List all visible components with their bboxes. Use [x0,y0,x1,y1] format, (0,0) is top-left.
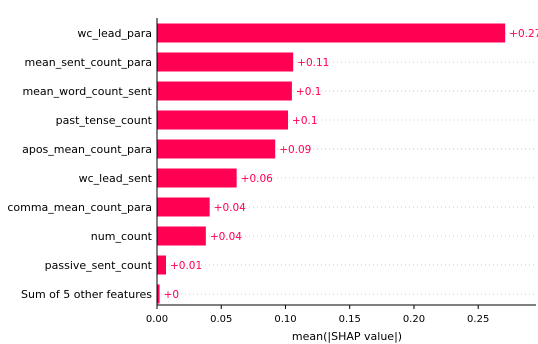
x-tick-label: 0.20 [403,314,425,325]
bar [157,52,294,72]
category-label: past_tense_count [56,114,153,127]
data-label: +0.1 [296,86,322,98]
data-label: +0 [164,289,179,301]
x-tick-label: 0.10 [274,314,296,325]
category-label: wc_lead_para [77,27,152,40]
data-label: +0.01 [170,260,202,272]
x-axis: 0.00 0.05 0.10 0.15 0.20 0.25 [146,18,536,325]
data-label: +0.04 [210,231,242,243]
category-label: apos_mean_count_para [22,143,152,156]
bar [157,284,160,304]
bar [157,197,210,217]
data-label: +0.09 [279,144,311,156]
category-label: comma_mean_count_para [7,201,152,214]
data-label: +0.06 [241,173,273,185]
x-tick-label: 0.05 [210,314,232,325]
x-tick-label: 0.00 [146,314,168,325]
data-label: +0.11 [297,57,329,69]
bar [157,168,237,188]
category-label: mean_word_count_sent [22,85,152,98]
x-tick-label: 0.25 [467,314,489,325]
bar [157,226,206,246]
data-label: +0.1 [292,115,318,127]
category-labels: wc_lead_para mean_sent_count_para mean_wor… [7,27,152,301]
category-label: num_count [91,230,153,243]
bars [157,23,506,304]
category-label: passive_sent_count [45,259,153,272]
category-label: mean_sent_count_para [25,56,153,69]
data-label: +0.27 [509,28,538,40]
bar [157,81,292,101]
grid-lines [157,32,536,295]
bar [157,23,506,43]
bar [157,110,289,130]
x-tick-label: 0.15 [339,314,361,325]
bar [157,139,276,159]
category-label: wc_lead_sent [79,172,153,185]
x-axis-label: mean(|SHAP value|) [292,330,402,343]
data-label: +0.04 [214,202,246,214]
data-labels: +0.27 +0.11 +0.1 +0.1 +0.09 +0.06 +0.04 +0.04 +0… [164,28,538,301]
category-label: Sum of 5 other features [21,288,152,301]
bar [157,255,166,275]
